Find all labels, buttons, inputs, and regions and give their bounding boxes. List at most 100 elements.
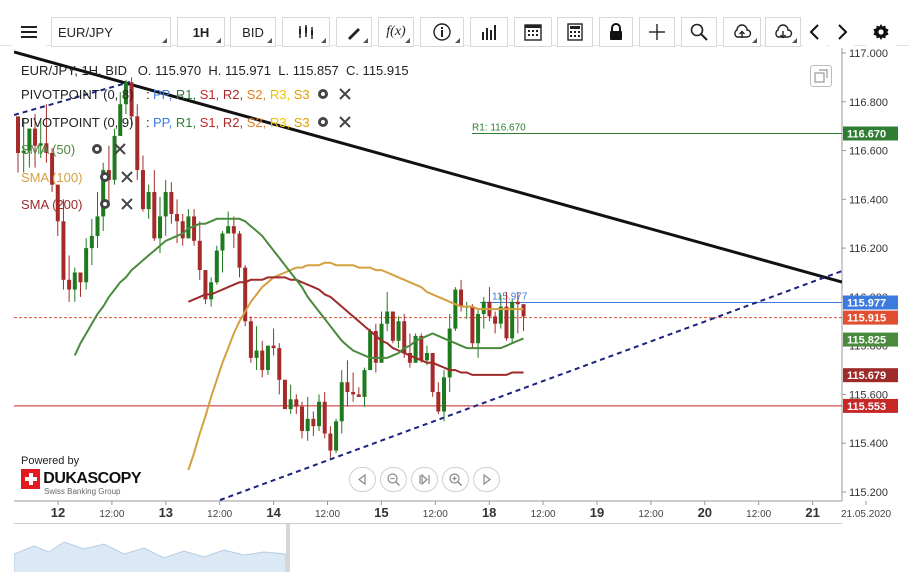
candle-body: [220, 233, 225, 251]
menu-button[interactable]: [12, 17, 46, 47]
timeframe-select[interactable]: 1H: [177, 17, 225, 47]
triangle-left-icon: [358, 473, 366, 486]
pivot1-lines: PP, R1, S1, R2, S2, R3, S3: [153, 87, 310, 102]
x-tick-label: 13: [159, 505, 173, 520]
candle-body: [282, 379, 287, 410]
triangle-right-icon: [483, 473, 491, 486]
price-badge: [843, 398, 898, 413]
scroll-left-button[interactable]: [803, 17, 827, 47]
info-icon: [433, 23, 451, 41]
draw-button[interactable]: [336, 17, 372, 47]
x-tick-label: 18: [482, 505, 496, 520]
candle-body: [379, 323, 384, 363]
sma200-settings-icon[interactable]: [100, 199, 110, 209]
navigator-strip[interactable]: [13, 523, 842, 572]
price-badge-label: 115.915: [847, 313, 886, 325]
zoom-in-button[interactable]: [442, 467, 469, 492]
reset-view-button[interactable]: [411, 467, 438, 492]
x-tick-label: 21: [805, 505, 819, 520]
candle-body: [175, 213, 180, 222]
scroll-right-button[interactable]: [830, 17, 854, 47]
candle-body: [27, 128, 32, 151]
pivot1-settings-icon[interactable]: [318, 89, 328, 99]
lock-button[interactable]: [599, 17, 633, 47]
chevron-right-icon: [838, 24, 848, 40]
cloud-upload-icon: [734, 24, 752, 38]
zoom-out-button[interactable]: [380, 467, 407, 492]
zoom-button[interactable]: [681, 17, 717, 47]
pivot2-settings-icon[interactable]: [318, 117, 328, 127]
sma100-remove-icon[interactable]: [121, 171, 133, 183]
cloud-upload-button[interactable]: [723, 17, 761, 47]
trendlines[interactable]: [14, 50, 842, 501]
price-type-value: BID: [242, 24, 264, 40]
calculator-icon: [567, 23, 583, 41]
candle-body: [226, 226, 231, 234]
sma50-line: [73, 217, 524, 359]
candle-body: [476, 313, 481, 344]
calculator-button[interactable]: [557, 17, 593, 47]
sma50-remove-icon[interactable]: [114, 143, 126, 155]
candle-body: [95, 216, 100, 236]
candle-body: [260, 350, 265, 371]
candle-body: [129, 82, 134, 117]
symbol-select[interactable]: EUR/JPY: [51, 17, 171, 47]
pivot1-remove-icon[interactable]: [339, 88, 351, 100]
candle-body: [50, 152, 55, 185]
pan-right-button[interactable]: [473, 467, 500, 492]
pivot2-separator: :: [146, 115, 150, 130]
price-badge-label: 115.825: [847, 335, 886, 347]
candle-body: [180, 221, 185, 239]
candle-body: [430, 352, 435, 393]
sma100-settings-icon[interactable]: [100, 172, 110, 182]
formula-button[interactable]: f(x): [378, 17, 414, 47]
sma100-label: SMA (100): [21, 170, 82, 185]
candle-body: [118, 104, 123, 136]
crosshair-icon: [649, 24, 665, 40]
candle-body: [498, 306, 503, 324]
candle-body: [436, 392, 441, 412]
sma50-settings-icon[interactable]: [92, 144, 102, 154]
support-trendline: [219, 270, 842, 501]
crosshair-button[interactable]: [639, 17, 675, 47]
candle-body: [152, 192, 157, 239]
x-tick-label: 19: [590, 505, 604, 520]
info-button[interactable]: [420, 17, 464, 47]
reset-view-icon: [419, 473, 430, 486]
volume-icon: [482, 25, 496, 40]
candle-body: [248, 321, 253, 358]
level-label-r1: R1: 116.670: [472, 122, 526, 133]
candle-body: [311, 418, 316, 427]
gear-icon: [873, 24, 889, 40]
candle-body: [158, 216, 162, 239]
symbol-value: EUR/JPY: [58, 24, 113, 40]
candle-body: [447, 328, 452, 378]
price-type-select[interactable]: BID: [230, 17, 276, 47]
volume-button[interactable]: [470, 17, 508, 47]
fullscreen-button[interactable]: [810, 65, 832, 87]
y-tick-label: 116.400: [849, 194, 888, 206]
candle-body: [413, 335, 418, 363]
x-tick-label: 12:00: [746, 509, 771, 520]
candle-body: [322, 401, 327, 434]
candle-body: [351, 392, 356, 395]
price-badge-label: 115.679: [847, 370, 886, 382]
sma200-remove-icon[interactable]: [121, 198, 133, 210]
moving-averages: [73, 217, 524, 471]
x-tick-label: 12:00: [315, 509, 340, 520]
candle-body: [243, 267, 248, 322]
candle-body: [231, 226, 236, 234]
candle-type-button[interactable]: [282, 17, 330, 47]
pan-left-button[interactable]: [349, 467, 376, 492]
candle-body: [345, 382, 350, 393]
calendar-button[interactable]: [514, 17, 552, 47]
swiss-cross-icon: [21, 469, 41, 489]
navigator-handle[interactable]: [286, 524, 290, 572]
cloud-download-icon: [775, 24, 793, 39]
candle-body: [112, 135, 117, 180]
pivot2-remove-icon[interactable]: [339, 116, 351, 128]
cloud-download-button[interactable]: [765, 17, 801, 47]
zoom-out-icon: [387, 473, 400, 486]
settings-button[interactable]: [866, 17, 896, 47]
